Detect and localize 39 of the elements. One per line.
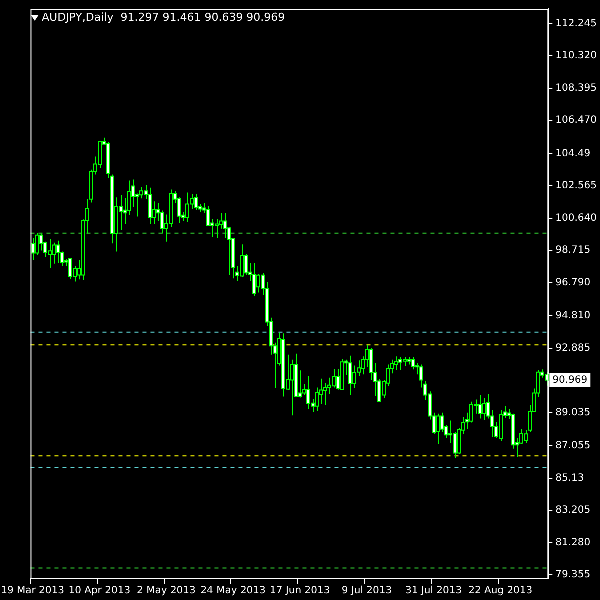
x-tick-label: 2 May 2013 [137,586,196,597]
y-tick-label: 96.790 [556,277,591,288]
candlestick [252,263,256,297]
y-tick-label: 89.035 [556,407,591,418]
y-tick-label: 85.13 [556,472,584,484]
chart-title: AUDJPY,Daily 91.297 91.461 90.639 90.969 [42,11,286,24]
candlestick [348,355,352,396]
y-tick-label: 110.320 [556,50,598,62]
y-tick-label: 100.640 [556,212,598,224]
candlestick [52,242,56,264]
x-tick-label: 10 Apr 2013 [68,586,131,597]
y-tick-label: 102.565 [556,180,598,192]
y-tick-label: 98.715 [556,245,591,256]
y-tick-label: 83.205 [556,505,591,516]
candlestick [290,359,294,416]
candlestick [56,240,60,264]
candlestick [436,413,440,445]
candlestick [408,356,412,366]
y-tick-label: 79.355 [556,570,591,581]
y-tick-label: 106.470 [556,115,598,126]
y-tick-label: 108.395 [556,82,598,94]
x-tick-label: 17 Jun 2013 [270,586,330,597]
candlestick [148,187,152,225]
candlestick [394,356,398,371]
x-tick-label: 24 May 2013 [200,586,266,597]
y-tick-label: 81.280 [556,537,591,548]
y-tick-label: 92.885 [556,342,591,354]
y-tick-label: 87.055 [556,440,591,452]
y-tick-label: 104.49 [556,148,591,160]
x-tick-label: 19 Mar 2013 [1,586,65,597]
x-tick-label: 9 Jul 2013 [342,586,392,597]
candlestick [224,212,228,239]
x-tick-label: 31 Jul 2013 [405,586,462,597]
annotation: 90.969 [552,374,588,386]
candlestick [478,394,482,420]
candlestick [482,398,486,421]
y-tick-label: 94.810 [556,310,591,322]
x-tick-label: 22 Aug 2013 [468,586,533,597]
y-tick-label: 112.245 [556,18,598,30]
